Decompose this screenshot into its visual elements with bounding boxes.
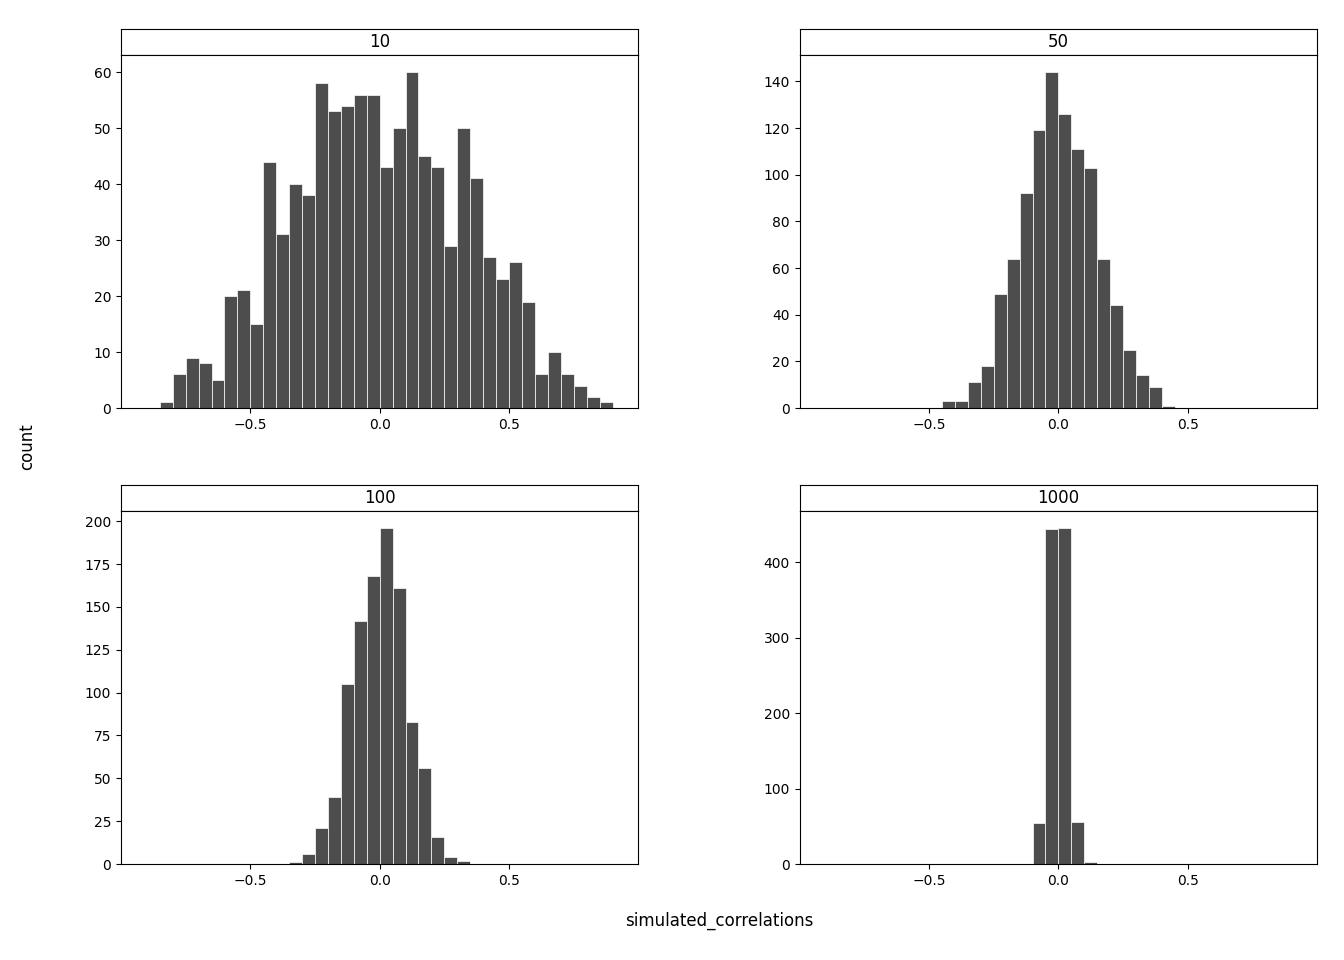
Bar — [560, 374, 574, 408]
Bar — [968, 382, 981, 408]
Bar — [535, 374, 548, 408]
Bar — [353, 94, 367, 408]
Bar — [172, 374, 185, 408]
Bar — [1136, 375, 1149, 408]
Bar — [1110, 305, 1124, 408]
Bar — [1007, 259, 1020, 408]
Text: 10: 10 — [370, 33, 390, 51]
Bar — [1032, 824, 1046, 864]
Bar — [353, 621, 367, 864]
Bar — [431, 167, 445, 408]
Bar — [457, 128, 470, 408]
Bar — [574, 386, 586, 408]
Bar — [328, 797, 341, 864]
Bar — [392, 128, 406, 408]
Bar — [431, 836, 445, 864]
Bar — [1058, 528, 1071, 864]
Bar — [418, 156, 431, 408]
Bar — [1046, 72, 1058, 408]
Bar — [406, 722, 418, 864]
Text: 100: 100 — [364, 489, 395, 507]
Bar — [1071, 149, 1085, 408]
Bar — [1032, 131, 1046, 408]
Bar — [599, 402, 613, 408]
Bar — [392, 588, 406, 864]
Bar — [981, 366, 993, 408]
Bar — [211, 380, 224, 408]
Bar — [470, 179, 484, 408]
Bar — [1085, 168, 1097, 408]
Bar — [1097, 259, 1110, 408]
Bar — [954, 401, 968, 408]
Bar — [509, 262, 521, 408]
Bar — [1124, 349, 1136, 408]
Text: count: count — [17, 423, 36, 469]
Bar — [1071, 823, 1085, 864]
Bar — [379, 167, 392, 408]
Bar — [993, 294, 1007, 408]
Bar — [289, 862, 302, 864]
Bar — [418, 768, 431, 864]
Bar — [328, 111, 341, 408]
Bar — [586, 396, 599, 408]
Bar — [1085, 862, 1097, 864]
Bar — [1046, 529, 1058, 864]
Bar — [341, 106, 353, 408]
Bar — [160, 402, 172, 408]
Bar — [1058, 114, 1071, 408]
Bar — [406, 72, 418, 408]
Bar — [250, 324, 263, 408]
Bar — [1020, 193, 1032, 408]
Bar — [548, 352, 560, 408]
Bar — [942, 401, 954, 408]
Bar — [521, 301, 535, 408]
Bar — [277, 234, 289, 408]
Bar — [341, 684, 353, 864]
Bar — [379, 528, 392, 864]
Text: 50: 50 — [1048, 33, 1068, 51]
Bar — [484, 257, 496, 408]
Bar — [1161, 406, 1175, 408]
Bar — [314, 828, 328, 864]
Bar — [224, 296, 238, 408]
Bar — [496, 279, 509, 408]
Bar — [367, 576, 379, 864]
Bar — [199, 363, 211, 408]
Bar — [263, 161, 277, 408]
Bar — [302, 195, 314, 408]
Bar — [445, 857, 457, 864]
Text: simulated_correlations: simulated_correlations — [625, 912, 813, 930]
Bar — [314, 84, 328, 408]
Bar — [238, 291, 250, 408]
Bar — [289, 184, 302, 408]
Bar — [445, 246, 457, 408]
Bar — [367, 94, 379, 408]
Text: 1000: 1000 — [1038, 489, 1079, 507]
Bar — [1149, 387, 1161, 408]
Bar — [457, 860, 470, 864]
Bar — [302, 853, 314, 864]
Bar — [185, 358, 199, 408]
